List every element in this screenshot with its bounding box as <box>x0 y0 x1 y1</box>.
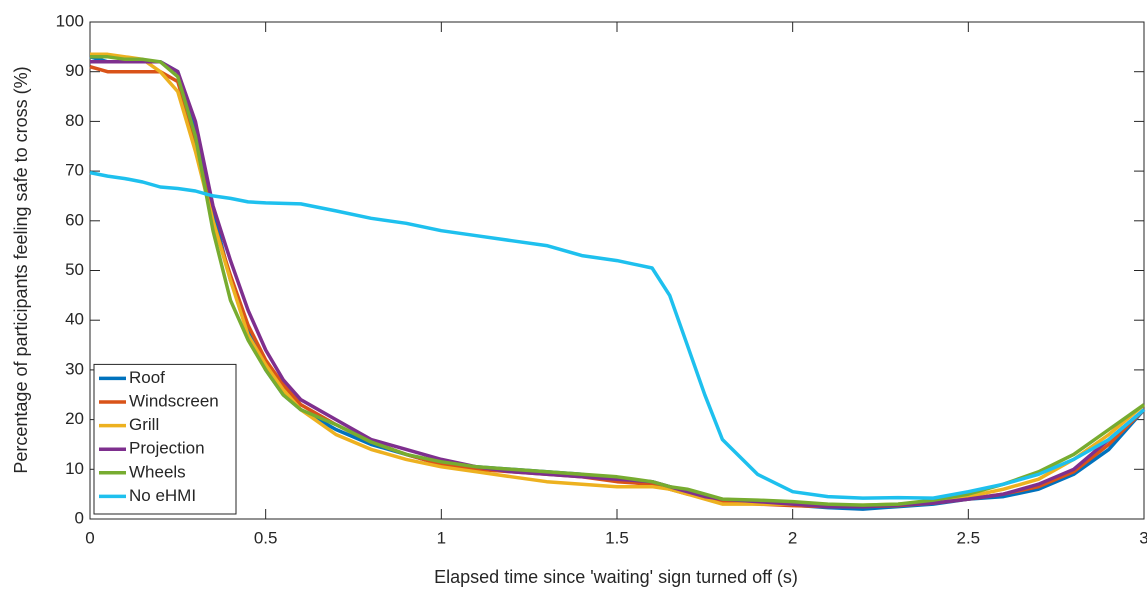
y-tick-label: 90 <box>65 61 84 80</box>
y-tick-label: 50 <box>65 260 84 279</box>
y-tick-label: 80 <box>65 111 84 130</box>
legend-label: Projection <box>129 439 205 458</box>
x-tick-label: 1.5 <box>605 528 629 547</box>
legend-label: Roof <box>129 368 165 387</box>
x-tick-label: 0 <box>85 528 94 547</box>
x-tick-label: 2 <box>788 528 797 547</box>
y-tick-label: 20 <box>65 409 84 428</box>
y-tick-label: 10 <box>65 459 84 478</box>
y-axis-label: Percentage of participants feeling safe … <box>11 66 31 473</box>
y-tick-label: 40 <box>65 310 84 329</box>
x-tick-label: 2.5 <box>957 528 981 547</box>
legend-label: Wheels <box>129 462 186 481</box>
x-axis-label: Elapsed time since 'waiting' sign turned… <box>434 567 798 587</box>
series-line <box>90 55 1146 507</box>
series-line <box>90 52 1146 507</box>
plot-area <box>89 21 1145 520</box>
y-tick-label: 60 <box>65 210 84 229</box>
series-line <box>90 60 1146 509</box>
series-line <box>89 55 1146 511</box>
y-tick-label: 70 <box>65 161 84 180</box>
y-tick-label: 30 <box>65 359 84 378</box>
series-line <box>89 65 1146 509</box>
x-tick-label: 3 <box>1139 528 1147 547</box>
legend-label: Grill <box>129 415 159 434</box>
y-tick-label: 0 <box>75 508 84 527</box>
series-line <box>89 170 1146 500</box>
x-tick-label: 0.5 <box>254 528 278 547</box>
legend-label: Windscreen <box>129 391 219 410</box>
legend-box <box>93 363 237 515</box>
x-tick-label: 1 <box>437 528 446 547</box>
y-tick-label: 100 <box>56 11 84 30</box>
legend-label: No eHMI <box>129 486 196 505</box>
